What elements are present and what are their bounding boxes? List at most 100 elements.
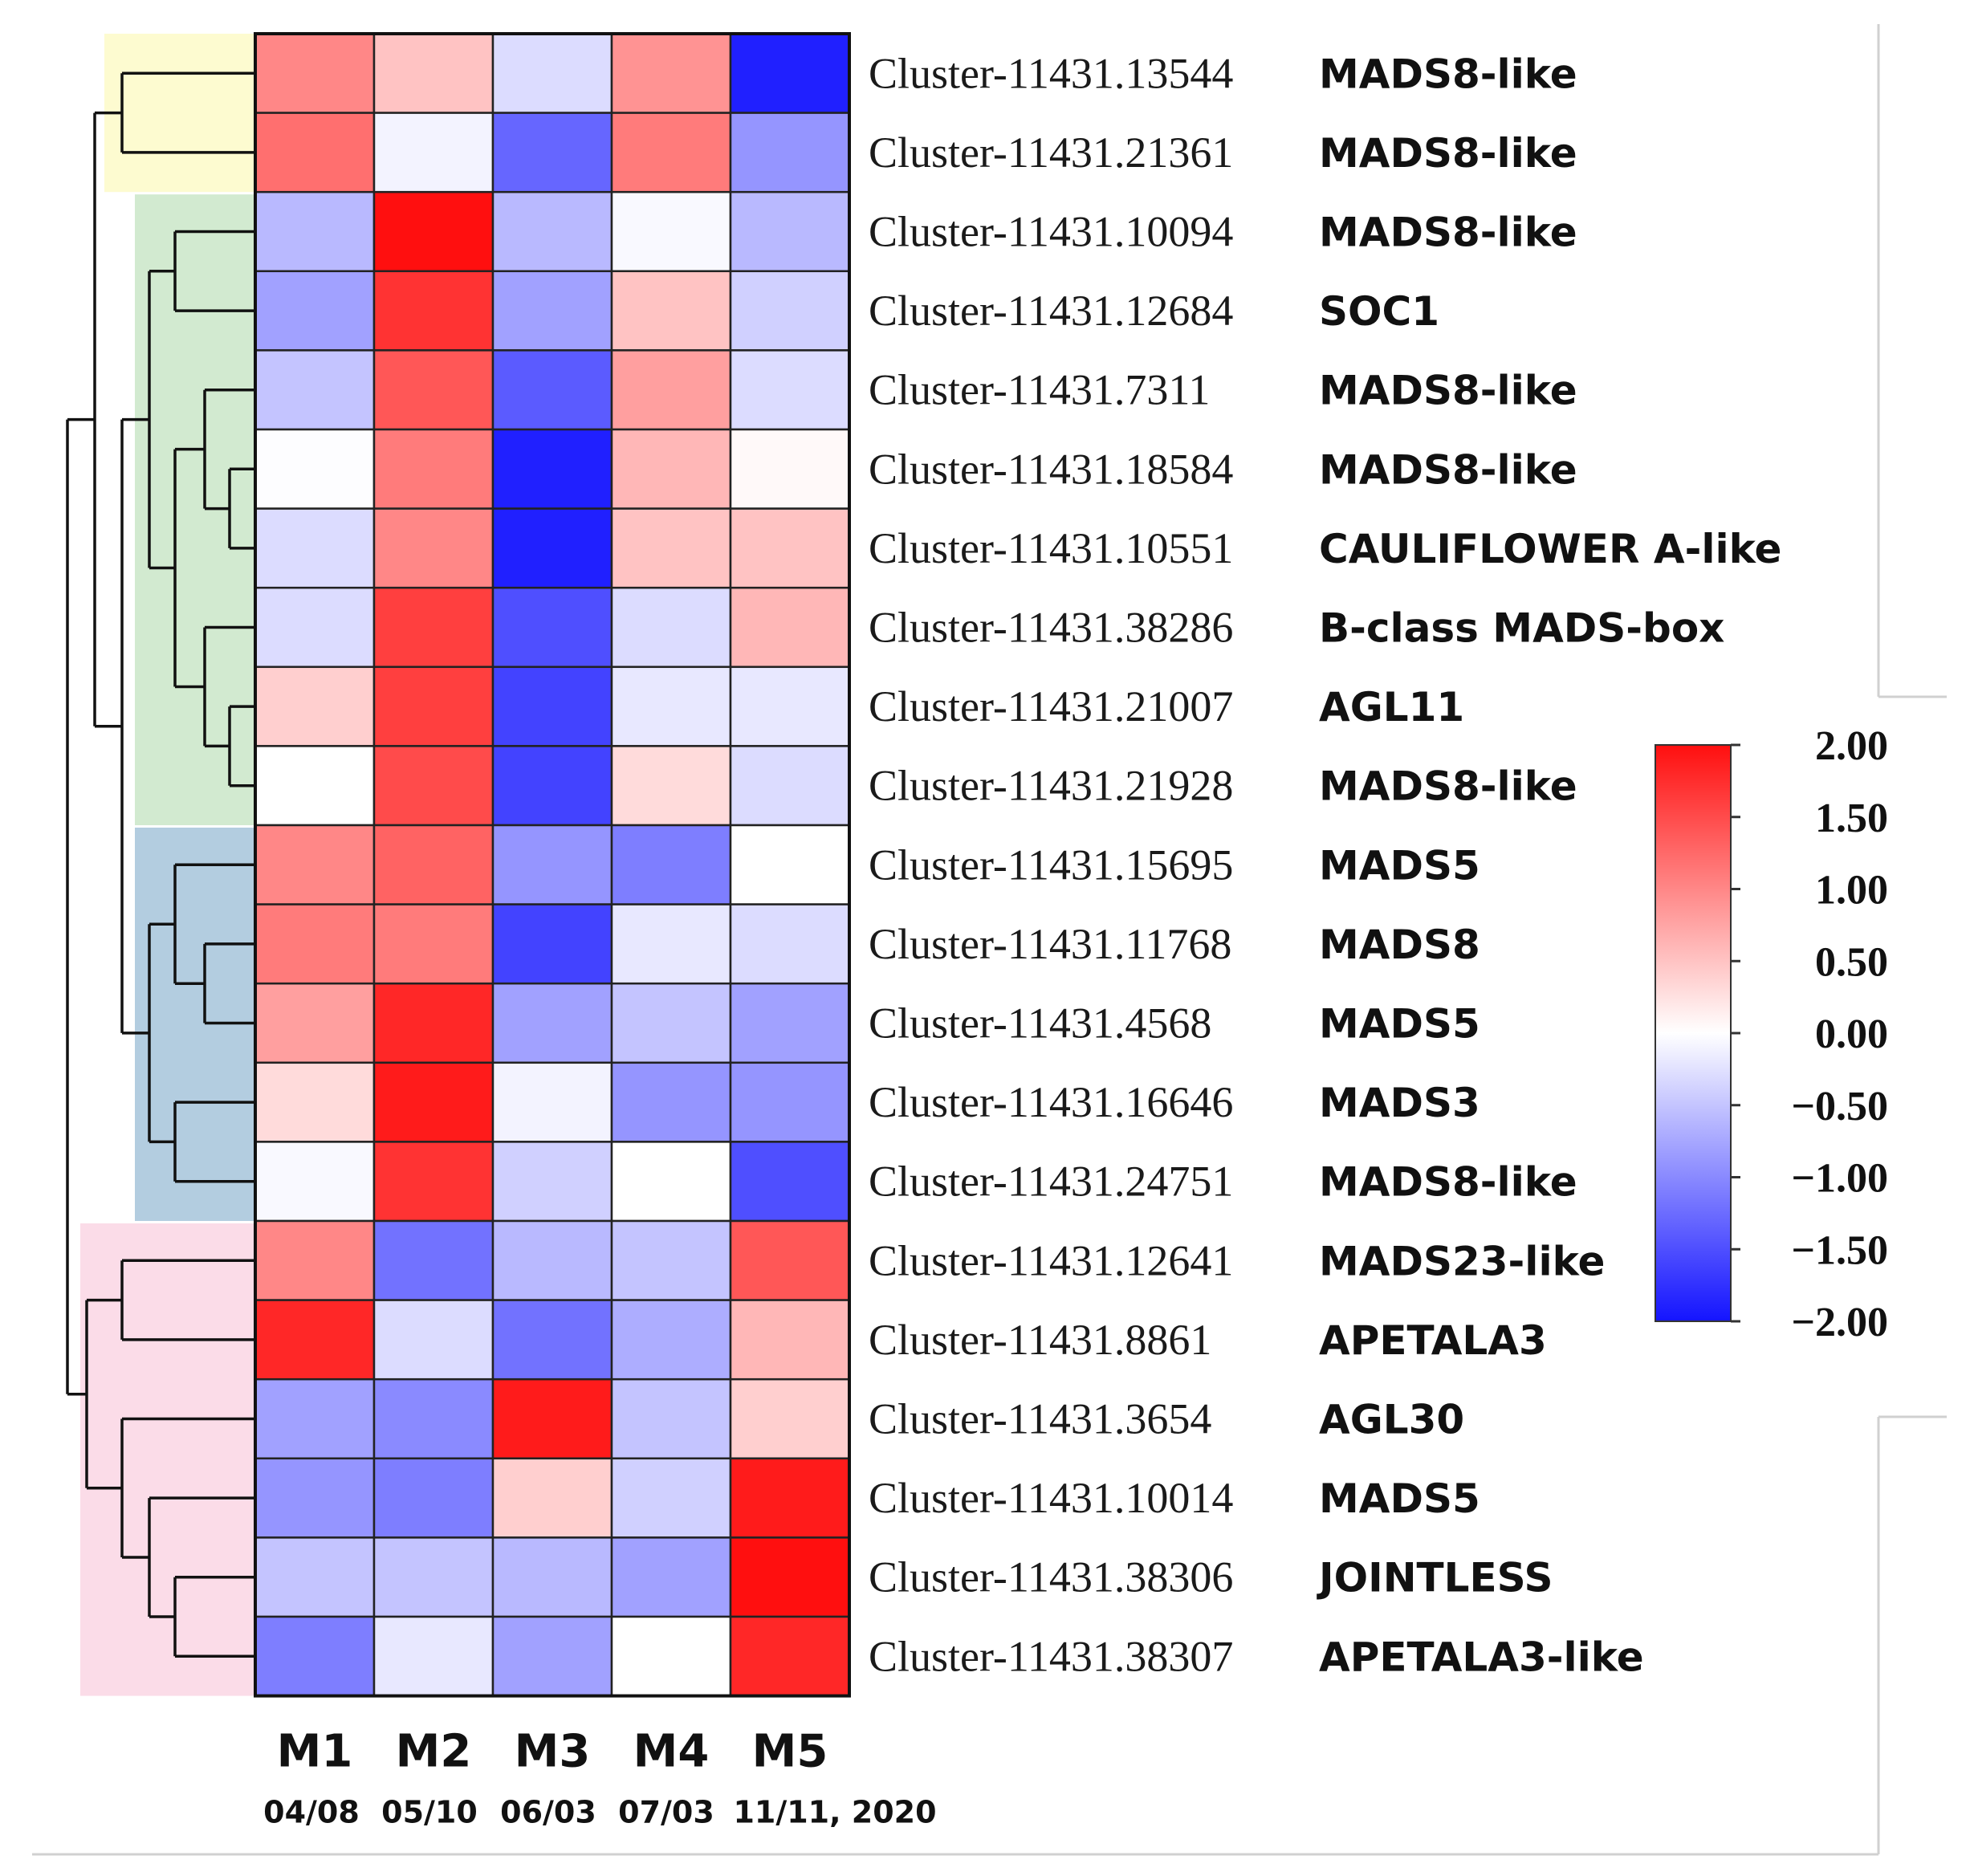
row-cluster-label: Cluster-11431.21007 — [869, 682, 1233, 730]
row-cluster-label: Cluster-11431.13544 — [869, 49, 1233, 97]
legend-color-bar — [1655, 744, 1732, 1322]
heatmap-cell — [491, 745, 613, 827]
column-date-label: 04/08 — [263, 1795, 360, 1830]
row-gene-label: MADS23-like — [1319, 1238, 1605, 1284]
row-cluster-label: Cluster-11431.15695 — [869, 840, 1233, 889]
row-dendrogram — [66, 71, 255, 1658]
group-band-yellow — [104, 34, 255, 193]
row-cluster-label: Cluster-11431.12641 — [869, 1236, 1233, 1284]
legend-tick-label: 1.00 — [1815, 868, 1888, 914]
row-cluster-label: Cluster-11431.38306 — [869, 1553, 1233, 1601]
heatmap-cell — [610, 665, 732, 747]
heatmap-cell — [610, 1536, 732, 1618]
heatmap-cell — [372, 32, 495, 114]
heatmap-cell — [610, 428, 732, 510]
heatmap-cell — [491, 112, 613, 193]
row-cluster-label: Cluster-11431.16646 — [869, 1078, 1233, 1126]
heatmap-cell — [254, 1219, 376, 1301]
heatmap-cell — [254, 112, 376, 193]
row-cluster-label: Cluster-11431.21361 — [869, 128, 1233, 177]
row-gene-label: MADS8-like — [1319, 210, 1577, 256]
heatmap-cell — [729, 1457, 851, 1539]
heatmap-border — [254, 32, 851, 1698]
heatmap-cell — [610, 507, 732, 589]
column-date-label: 05/10 — [381, 1795, 478, 1830]
heatmap-cell — [372, 507, 495, 589]
heatmap-cell — [729, 982, 851, 1064]
row-cluster-label: Cluster-11431.10094 — [869, 208, 1233, 256]
heatmap-cell — [729, 112, 851, 193]
row-cluster-label: Cluster-11431.3654 — [869, 1395, 1211, 1443]
row-gene-label: B-class MADS-box — [1319, 605, 1724, 652]
heatmap-cell — [729, 1219, 851, 1301]
heatmap-cell — [491, 190, 613, 273]
row-gene-label: APETALA3-like — [1319, 1634, 1644, 1680]
row-gene-label: AGL11 — [1319, 684, 1464, 730]
heatmap-cell — [372, 1299, 495, 1381]
heatmap-cell — [254, 428, 376, 510]
heatmap-cell — [491, 1219, 613, 1301]
column-labels: M1 M2 M3 M4 M5 04/08 05/10 06/03 07/03 11/11, 202… — [263, 1726, 936, 1830]
heatmap-cell — [729, 190, 851, 273]
heatmap-cell — [491, 1377, 613, 1460]
row-cluster-label: Cluster-11431.10551 — [869, 524, 1233, 572]
heatmap-cell — [372, 112, 495, 193]
heatmap-cell — [254, 190, 376, 273]
row-gene-label: MADS8-like — [1319, 1159, 1577, 1206]
row-cluster-label: Cluster-11431.12684 — [869, 287, 1233, 335]
row-labels: Cluster-11431.13544 MADS8-like Cluster-114… — [869, 49, 1781, 1680]
column-date-label: 06/03 — [500, 1795, 596, 1830]
legend-tick-label: 1.50 — [1815, 796, 1888, 841]
row-cluster-label: Cluster-11431.11768 — [869, 920, 1231, 968]
heatmap-cell — [254, 1377, 376, 1460]
heatmap-cell — [372, 1615, 495, 1697]
column-label: M2 — [396, 1726, 472, 1778]
heatmap-cell — [610, 824, 732, 905]
heatmap-cell — [254, 903, 376, 985]
heatmap-cell — [491, 507, 613, 589]
heatmap-cell — [729, 745, 851, 827]
heatmap-cell — [254, 32, 376, 114]
heatmap-cell — [254, 1299, 376, 1381]
legend-tick-label: −1.00 — [1791, 1156, 1888, 1202]
heatmap-cells — [254, 32, 851, 1698]
row-cluster-label: Cluster-11431.38286 — [869, 604, 1233, 652]
heatmap-cell — [372, 586, 495, 669]
row-gene-label: MADS8 — [1319, 922, 1480, 968]
heatmap-cell — [610, 190, 732, 273]
heatmap-cell — [372, 1141, 495, 1223]
heatmap-cell — [729, 32, 851, 114]
heatmap-cell — [610, 586, 732, 669]
heatmap-cell — [491, 665, 613, 747]
column-label: M3 — [515, 1726, 591, 1778]
heatmap-cell — [254, 270, 376, 352]
column-label: M4 — [633, 1726, 710, 1778]
heatmap-cell — [610, 745, 732, 827]
row-cluster-label: Cluster-11431.18584 — [869, 445, 1233, 493]
heatmap-cell — [491, 1141, 613, 1223]
heatmap-cell — [254, 586, 376, 669]
heatmap-cell — [610, 1299, 732, 1381]
row-gene-label: MADS8-like — [1319, 51, 1577, 97]
row-gene-label: CAULIFLOWER A-like — [1319, 526, 1781, 572]
row-gene-label: MADS5 — [1319, 1001, 1480, 1048]
row-cluster-label: Cluster-11431.10014 — [869, 1474, 1233, 1522]
row-cluster-label: Cluster-11431.4568 — [869, 999, 1211, 1048]
heatmap-cell — [254, 665, 376, 747]
column-date-label: 11/11, 2020 — [733, 1795, 936, 1830]
heatmap-cell — [610, 270, 732, 352]
row-gene-label: JOINTLESS — [1317, 1555, 1553, 1601]
legend-tick-label: −2.00 — [1791, 1300, 1888, 1345]
heatmap-cell — [254, 507, 376, 589]
legend-tick-label: 0.00 — [1815, 1011, 1888, 1057]
row-gene-label: MADS3 — [1319, 1080, 1480, 1126]
color-legend: 2.00 1.50 1.00 0.50 0.00 −0.50 −1.00 −1.50 −2.00 — [1655, 723, 1888, 1345]
heatmap-cell — [491, 1615, 613, 1697]
row-gene-label: MADS8-like — [1319, 368, 1577, 414]
heatmap-cell — [491, 903, 613, 985]
row-cluster-label: Cluster-11431.7311 — [869, 366, 1210, 414]
row-gene-label: APETALA3 — [1319, 1317, 1547, 1364]
heatmap-cell — [372, 1536, 495, 1618]
heatmap-cell — [729, 1536, 851, 1618]
